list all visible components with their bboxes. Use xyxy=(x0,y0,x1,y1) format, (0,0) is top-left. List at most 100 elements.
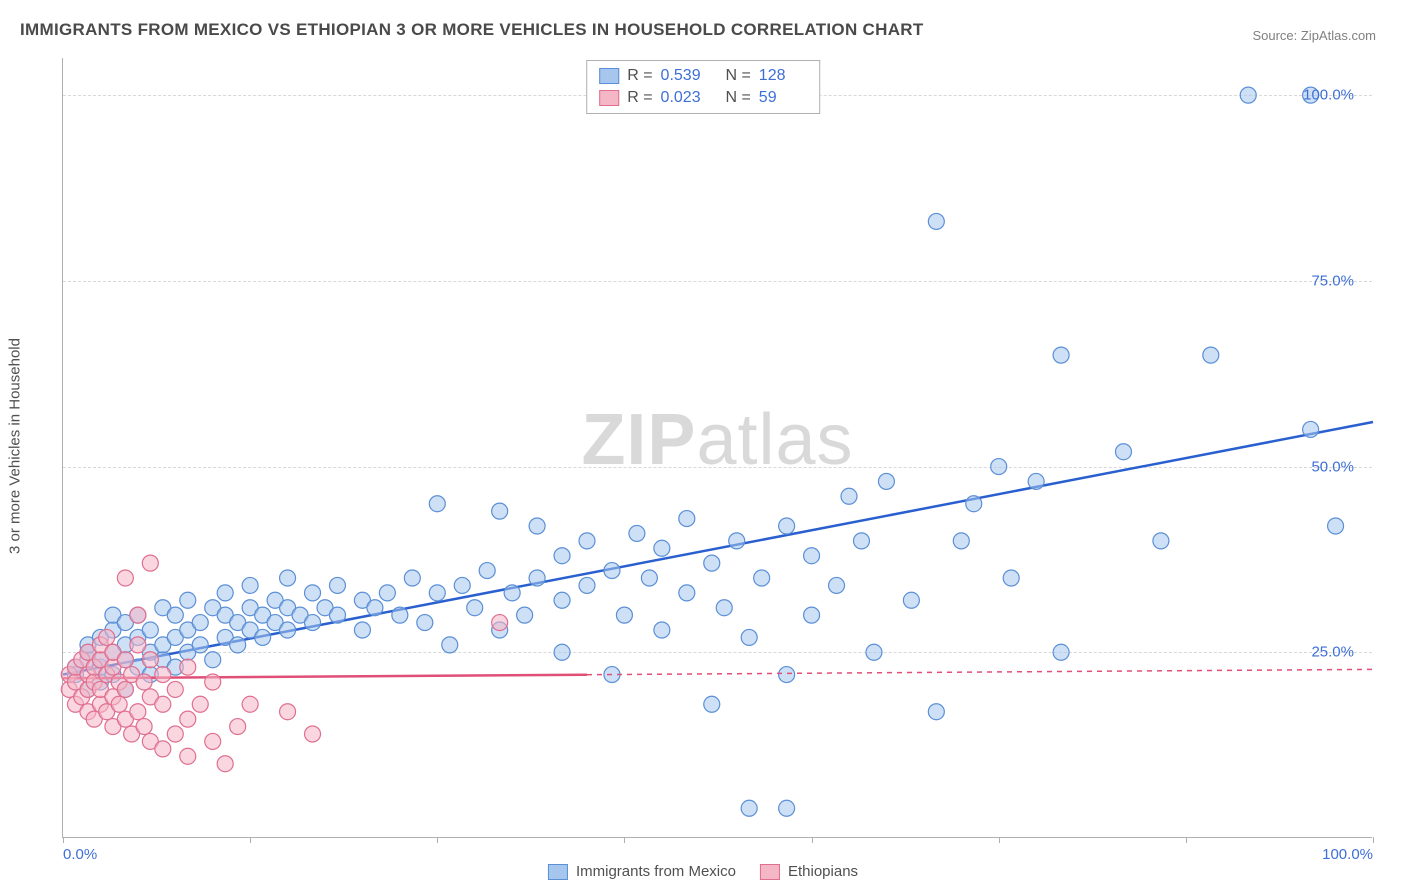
scatter-point xyxy=(130,607,146,623)
scatter-point xyxy=(205,733,221,749)
scatter-point xyxy=(280,704,296,720)
scatter-point xyxy=(217,585,233,601)
legend-stats-row: R = 0.023 N = 59 xyxy=(599,87,807,109)
scatter-point xyxy=(117,681,133,697)
scatter-point xyxy=(242,577,258,593)
scatter-point xyxy=(192,637,208,653)
scatter-point xyxy=(729,533,745,549)
scatter-point xyxy=(1328,518,1344,534)
scatter-point xyxy=(99,629,115,645)
legend-n-label: N = xyxy=(717,89,751,107)
xtick xyxy=(812,837,813,843)
ytick-label: 25.0% xyxy=(1311,644,1354,661)
scatter-point xyxy=(454,577,470,593)
legend-series-label: Ethiopians xyxy=(788,863,858,880)
scatter-point xyxy=(305,726,321,742)
scatter-point xyxy=(1203,347,1219,363)
scatter-point xyxy=(579,577,595,593)
scatter-point xyxy=(167,681,183,697)
scatter-svg xyxy=(63,58,1372,837)
scatter-point xyxy=(492,615,508,631)
scatter-point xyxy=(305,615,321,631)
scatter-point xyxy=(192,615,208,631)
scatter-point xyxy=(329,577,345,593)
legend-swatch xyxy=(599,90,619,106)
scatter-point xyxy=(654,540,670,556)
scatter-point xyxy=(167,607,183,623)
scatter-point xyxy=(429,496,445,512)
scatter-point xyxy=(155,667,171,683)
scatter-point xyxy=(841,488,857,504)
scatter-point xyxy=(155,741,171,757)
scatter-point xyxy=(230,719,246,735)
scatter-point xyxy=(1240,87,1256,103)
xtick-label-right: 100.0% xyxy=(1322,846,1373,863)
chart-title: IMMIGRANTS FROM MEXICO VS ETHIOPIAN 3 OR… xyxy=(20,20,924,40)
scatter-point xyxy=(117,570,133,586)
xtick xyxy=(63,837,64,843)
scatter-point xyxy=(142,652,158,668)
legend-n-value: 59 xyxy=(759,89,807,107)
legend-series-label: Immigrants from Mexico xyxy=(576,863,736,880)
legend-n-label: N = xyxy=(717,67,751,85)
scatter-point xyxy=(192,696,208,712)
scatter-point xyxy=(704,555,720,571)
scatter-point xyxy=(217,756,233,772)
scatter-point xyxy=(136,674,152,690)
legend-r-label: R = xyxy=(627,67,652,85)
scatter-point xyxy=(255,629,271,645)
scatter-point xyxy=(853,533,869,549)
scatter-point xyxy=(429,585,445,601)
scatter-point xyxy=(604,563,620,579)
xtick xyxy=(1373,837,1374,843)
scatter-point xyxy=(878,473,894,489)
scatter-point xyxy=(779,800,795,816)
scatter-point xyxy=(554,548,570,564)
scatter-point xyxy=(991,459,1007,475)
scatter-point xyxy=(392,607,408,623)
legend-bottom-item: Ethiopians xyxy=(760,863,858,880)
scatter-point xyxy=(754,570,770,586)
scatter-point xyxy=(230,637,246,653)
scatter-point xyxy=(442,637,458,653)
source-attrib: Source: ZipAtlas.com xyxy=(1252,28,1376,43)
scatter-point xyxy=(966,496,982,512)
legend-r-label: R = xyxy=(627,89,652,107)
scatter-point xyxy=(704,696,720,712)
scatter-point xyxy=(479,563,495,579)
xtick xyxy=(250,837,251,843)
scatter-point xyxy=(130,704,146,720)
scatter-point xyxy=(629,525,645,541)
legend-bottom: Immigrants from Mexico Ethiopians xyxy=(548,863,858,880)
scatter-point xyxy=(180,748,196,764)
scatter-point xyxy=(1053,644,1069,660)
trend-line-dashed xyxy=(587,669,1373,674)
scatter-point xyxy=(529,518,545,534)
legend-r-value: 0.539 xyxy=(661,67,709,85)
scatter-point xyxy=(741,800,757,816)
scatter-point xyxy=(517,607,533,623)
legend-swatch xyxy=(760,864,780,880)
scatter-point xyxy=(180,659,196,675)
legend-stats: R = 0.539 N = 128R = 0.023 N = 59 xyxy=(586,60,820,114)
scatter-point xyxy=(1028,473,1044,489)
scatter-point xyxy=(329,607,345,623)
scatter-point xyxy=(180,711,196,727)
scatter-point xyxy=(641,570,657,586)
scatter-point xyxy=(554,592,570,608)
scatter-point xyxy=(130,637,146,653)
scatter-point xyxy=(205,674,221,690)
scatter-point xyxy=(180,592,196,608)
scatter-point xyxy=(142,622,158,638)
scatter-point xyxy=(1303,421,1319,437)
scatter-point xyxy=(167,726,183,742)
scatter-point xyxy=(928,213,944,229)
scatter-point xyxy=(579,533,595,549)
scatter-point xyxy=(829,577,845,593)
scatter-point xyxy=(111,696,127,712)
scatter-point xyxy=(242,696,258,712)
xtick xyxy=(437,837,438,843)
scatter-point xyxy=(205,652,221,668)
legend-n-value: 128 xyxy=(759,67,807,85)
legend-stats-row: R = 0.539 N = 128 xyxy=(599,65,807,87)
